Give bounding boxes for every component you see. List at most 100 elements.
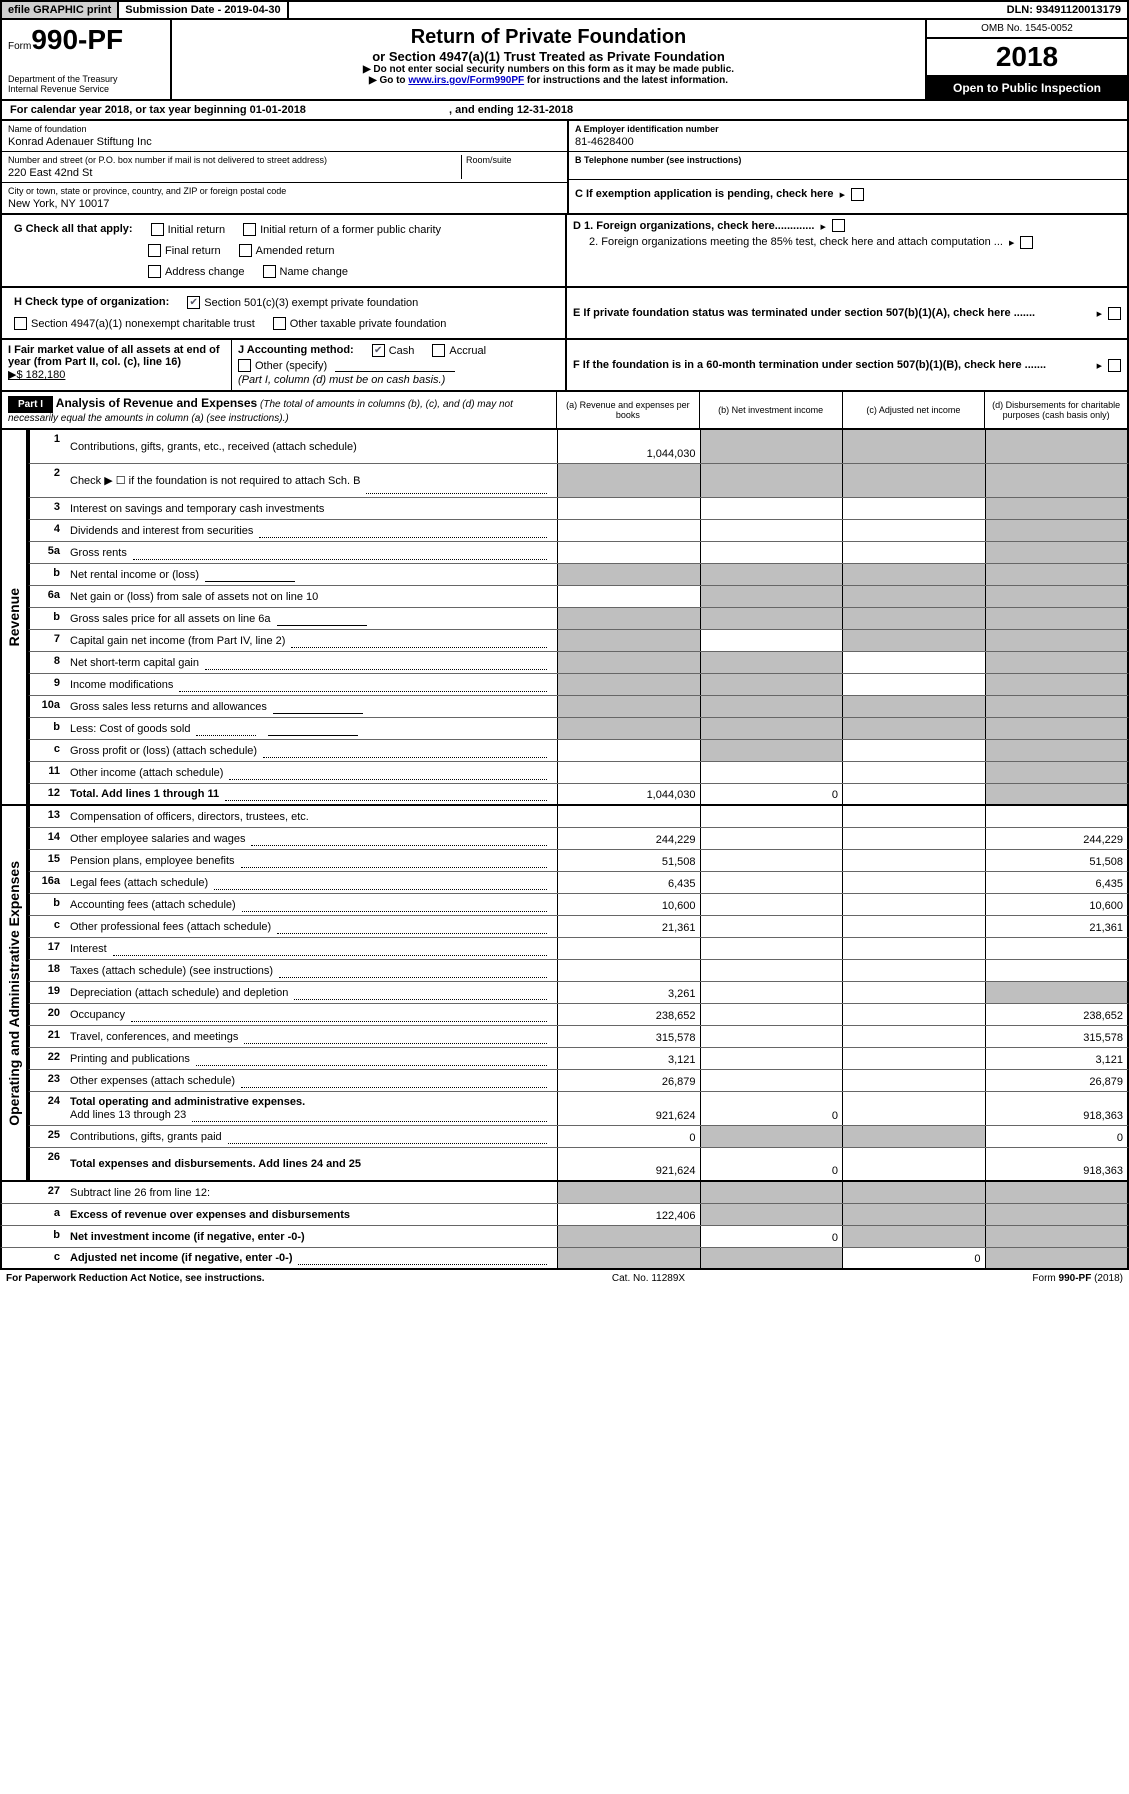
col-c-header: (c) Adjusted net income — [843, 392, 986, 428]
g-amended-checkbox[interactable] — [239, 244, 252, 257]
section-g: G Check all that apply: Initial return I… — [2, 215, 567, 286]
line-10b: b Less: Cost of goods sold — [28, 718, 1129, 740]
efile-label: efile GRAPHIC print — [2, 2, 119, 18]
ldesc: Pension plans, employee benefits — [66, 850, 557, 871]
h-4947-checkbox[interactable] — [14, 317, 27, 330]
h-501-checkbox[interactable] — [187, 296, 200, 309]
cell-a — [557, 960, 700, 981]
lnum: 5a — [30, 542, 66, 563]
line-15: 15 Pension plans, employee benefits 51,5… — [28, 850, 1129, 872]
c-row: C If exemption application is pending, c… — [569, 180, 1127, 208]
cell-c — [842, 1092, 985, 1125]
l12-text: Total. Add lines 1 through 11 — [70, 788, 219, 800]
cell-d: 51,508 — [985, 850, 1128, 871]
e-checkbox[interactable] — [1108, 307, 1121, 320]
l9-text: Income modifications — [70, 679, 173, 691]
cell-b — [700, 1248, 843, 1268]
cell-b — [700, 586, 843, 607]
cell-d: 0 — [985, 1126, 1128, 1147]
cell-c — [842, 542, 985, 563]
revenue-section: Revenue 1 Contributions, gifts, grants, … — [0, 430, 1129, 806]
lnum: 8 — [30, 652, 66, 673]
lnum: 20 — [30, 1004, 66, 1025]
line-16c: c Other professional fees (attach schedu… — [28, 916, 1129, 938]
room-label: Room/suite — [466, 155, 561, 165]
goto-note: ▶ Go to www.irs.gov/Form990PF for instru… — [178, 75, 919, 86]
ldesc: Total. Add lines 1 through 11 — [66, 784, 557, 804]
g-initial-public-checkbox[interactable] — [243, 223, 256, 236]
lnum: 27 — [2, 1182, 66, 1203]
j-cash-checkbox[interactable] — [372, 344, 385, 357]
g-name-checkbox[interactable] — [263, 265, 276, 278]
j-accrual-checkbox[interactable] — [432, 344, 445, 357]
cell-b — [700, 938, 843, 959]
cell-d — [985, 564, 1128, 585]
line-7: 7 Capital gain net income (from Part IV,… — [28, 630, 1129, 652]
line-24: 24 Total operating and administrative ex… — [28, 1092, 1129, 1126]
instructions-link[interactable]: www.irs.gov/Form990PF — [408, 75, 524, 86]
cell-a — [557, 806, 700, 827]
cell-c — [842, 850, 985, 871]
street-address: 220 East 42nd St — [8, 165, 461, 179]
part1-title: Analysis of Revenue and Expenses — [56, 396, 257, 410]
c-label: C If exemption application is pending, c… — [575, 188, 834, 200]
f-checkbox[interactable] — [1108, 359, 1121, 372]
ldesc: Subtract line 26 from line 12: — [66, 1182, 557, 1203]
cell-b — [700, 718, 843, 739]
l24b-text: Add lines 13 through 23 — [70, 1109, 186, 1121]
c-checkbox[interactable] — [851, 188, 864, 201]
line-1: 1 Contributions, gifts, grants, etc., re… — [28, 430, 1129, 464]
form-prefix: Form — [8, 41, 31, 52]
expenses-side: Operating and Administrative Expenses — [0, 806, 28, 1182]
cell-d — [985, 1204, 1128, 1225]
cell-a — [557, 652, 700, 673]
g-initial-checkbox[interactable] — [151, 223, 164, 236]
cell-d — [985, 718, 1128, 739]
l24-text: Total operating and administrative expen… — [70, 1096, 553, 1108]
g-amended: Amended return — [256, 245, 335, 257]
cell-d — [985, 586, 1128, 607]
d1-checkbox[interactable] — [832, 219, 845, 232]
ldesc: Check ▶ ☐ if the foundation is not requi… — [66, 464, 557, 497]
cell-c — [842, 608, 985, 629]
cell-b — [700, 608, 843, 629]
cell-d — [985, 938, 1128, 959]
j-other-checkbox[interactable] — [238, 359, 251, 372]
cell-a — [557, 938, 700, 959]
line-22: 22 Printing and publications 3,1213,121 — [28, 1048, 1129, 1070]
cell-c — [842, 1182, 985, 1203]
ein-row: A Employer identification number 81-4628… — [569, 121, 1127, 152]
dept-treasury: Department of the Treasury — [8, 74, 164, 84]
line-2: 2 Check ▶ ☐ if the foundation is not req… — [28, 464, 1129, 498]
lnum: 13 — [30, 806, 66, 827]
cell-c — [842, 828, 985, 849]
lnum: b — [30, 894, 66, 915]
g-addr-checkbox[interactable] — [148, 265, 161, 278]
cell-c: 0 — [842, 1248, 985, 1268]
dln: DLN: 93491120013179 — [1001, 2, 1127, 18]
cell-a — [557, 542, 700, 563]
section-i: I Fair market value of all assets at end… — [2, 340, 232, 390]
cell-a — [557, 1182, 700, 1203]
h-other-checkbox[interactable] — [273, 317, 286, 330]
cell-b — [700, 806, 843, 827]
d2-checkbox[interactable] — [1020, 236, 1033, 249]
lnum: 3 — [30, 498, 66, 519]
cell-d: 244,229 — [985, 828, 1128, 849]
ein-value: 81-4628400 — [575, 134, 1121, 148]
section-h: H Check type of organization: Section 50… — [2, 288, 567, 338]
cell-d: 918,363 — [985, 1092, 1128, 1125]
lnum: 9 — [30, 674, 66, 695]
cell-d — [985, 1182, 1128, 1203]
footer-right: Form 990-PF (2018) — [1032, 1273, 1123, 1284]
line-20: 20 Occupancy 238,652238,652 — [28, 1004, 1129, 1026]
goto-pre: ▶ Go to — [369, 75, 408, 86]
h-4947: Section 4947(a)(1) nonexempt charitable … — [31, 318, 255, 330]
cell-c — [842, 806, 985, 827]
cell-b — [700, 520, 843, 541]
g-final-checkbox[interactable] — [148, 244, 161, 257]
g-initial: Initial return — [168, 224, 225, 236]
l25-text: Contributions, gifts, grants paid — [70, 1131, 222, 1143]
cell-d — [985, 608, 1128, 629]
cell-d — [985, 520, 1128, 541]
